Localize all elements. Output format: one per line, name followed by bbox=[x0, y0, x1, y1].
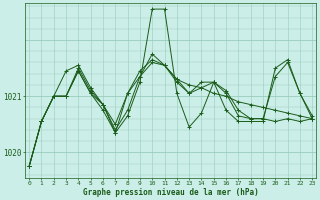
X-axis label: Graphe pression niveau de la mer (hPa): Graphe pression niveau de la mer (hPa) bbox=[83, 188, 259, 197]
